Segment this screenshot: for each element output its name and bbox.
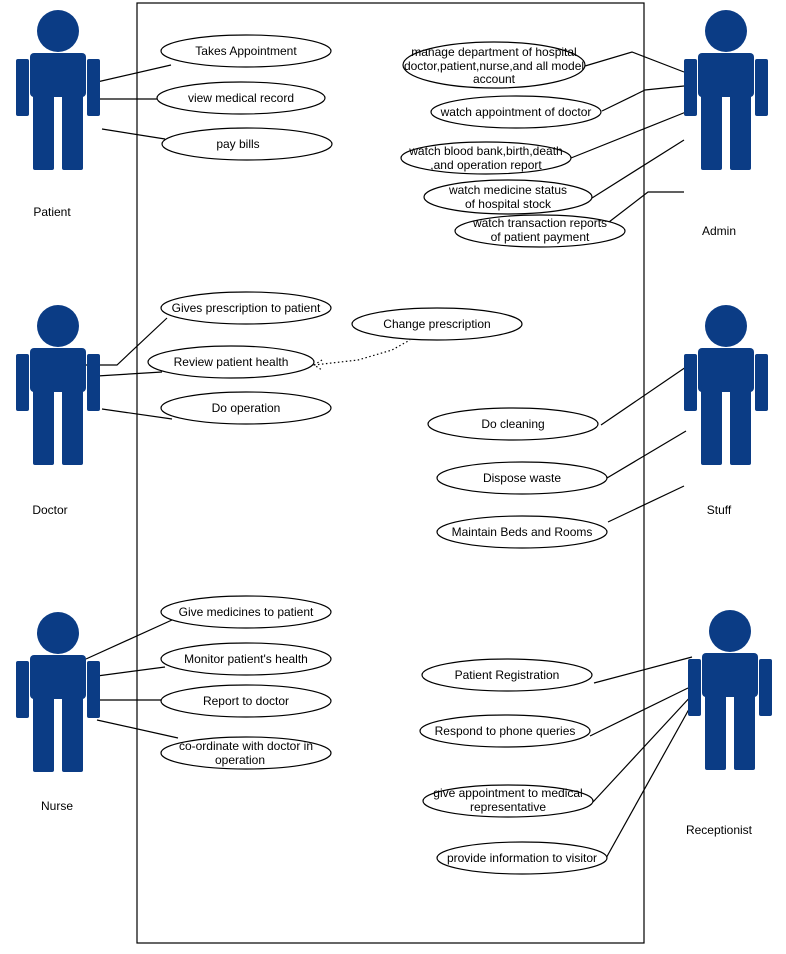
use-case-label-line: watch blood bank,birth,death — [408, 144, 562, 158]
use-case-change-prescription: Change prescription — [351, 307, 523, 341]
use-case-label-line: of patient payment — [491, 230, 590, 244]
assoc-nurse-monitor-health — [96, 666, 166, 677]
use-case-label: Give medicines to patient — [179, 605, 314, 619]
assoc-receptionist-registration — [593, 656, 693, 684]
actor-receptionist-figure — [688, 610, 772, 770]
use-case-label-line: give appointment to medical — [433, 786, 582, 800]
use-case-watch-appointment: watch appointment of doctor — [430, 95, 602, 129]
use-case-label-line: watch transaction reports — [472, 216, 607, 230]
use-case-label: Do cleaning — [481, 417, 544, 431]
use-case-label-line: doctor,patient,nurse,and all model — [404, 59, 584, 73]
assoc-receptionist-phone-queries — [589, 687, 689, 737]
actor-label-patient: Patient — [33, 205, 71, 219]
actor-label-nurse: Nurse — [41, 799, 73, 813]
use-case-respond-phone-queries: Respond to phone queries — [419, 714, 591, 748]
use-case-label: Monitor patient's health — [184, 652, 308, 666]
assoc-admin-watch-appointment — [601, 85, 685, 112]
use-case-view-medical-record: view medical record — [156, 81, 326, 115]
use-case-label-line: ,and operation report — [430, 158, 542, 172]
use-case-label: Dispose waste — [483, 471, 561, 485]
use-case-watch-transaction-reports: watch transaction reports of patient pay… — [454, 214, 626, 248]
use-case-report-to-doctor: Report to doctor — [160, 684, 332, 718]
actor-label-receptionist: Receptionist — [686, 823, 753, 837]
use-case-label: watch appointment of doctor — [440, 105, 592, 119]
extend-arrow-head — [312, 359, 323, 371]
actor-doctor-figure — [16, 305, 100, 465]
use-case-label-line: watch medicine status — [448, 183, 567, 197]
use-case-label: Patient Registration — [455, 668, 560, 682]
use-case-label: Maintain Beds and Rooms — [452, 525, 593, 539]
use-case-label: pay bills — [216, 137, 259, 151]
use-case-watch-blood-bank: watch blood bank,birth,death ,and operat… — [400, 141, 572, 175]
use-case-label: Respond to phone queries — [435, 724, 576, 738]
assoc-stuff-do-cleaning — [600, 366, 687, 426]
use-case-maintain-beds: Maintain Beds and Rooms — [436, 515, 608, 549]
assoc-patient-takes-appointment — [96, 64, 172, 83]
use-case-do-operation: Do operation — [160, 391, 332, 425]
assoc-admin-transaction-reports — [608, 191, 684, 223]
use-case-coordinate-operation: co-ordinate with doctor in operation — [160, 736, 332, 770]
use-case-label: provide information to visitor — [447, 851, 597, 865]
use-case-label-line: of hospital stock — [465, 197, 552, 211]
use-case-patient-registration: Patient Registration — [421, 658, 593, 692]
use-case-label: view medical record — [188, 91, 294, 105]
actor-nurse-figure — [16, 612, 100, 772]
assoc-receptionist-appointment-rep — [592, 693, 694, 803]
use-case-label-line: representative — [470, 800, 546, 814]
use-case-review-patient-health: Review patient health — [147, 345, 315, 379]
actor-label-admin: Admin — [702, 224, 736, 238]
actor-patient-figure — [16, 10, 100, 170]
assoc-patient-pay-bills — [101, 128, 166, 140]
use-case-appointment-representative: give appointment to medical representati… — [422, 784, 594, 818]
assoc-stuff-maintain-beds — [607, 485, 685, 523]
use-case-label-line: account — [473, 72, 516, 86]
use-case-watch-medicine-status: watch medicine status of hospital stock — [423, 179, 593, 215]
use-case-label: Gives prescription to patient — [172, 301, 321, 315]
actor-stuff-figure — [684, 305, 768, 465]
assoc-nurse-give-medicines — [85, 619, 173, 660]
actor-label-stuff: Stuff — [707, 503, 732, 517]
use-case-label: Takes Appointment — [195, 44, 297, 58]
use-case-gives-prescription: Gives prescription to patient — [160, 291, 332, 325]
use-case-label: Report to doctor — [203, 694, 289, 708]
use-case-label-line: operation — [215, 753, 265, 767]
assoc-admin-medicine-status — [591, 139, 685, 199]
use-case-give-medicines: Give medicines to patient — [160, 595, 332, 629]
use-case-label-line: co-ordinate with doctor in — [179, 739, 313, 753]
assoc-receptionist-provide-info — [604, 701, 694, 861]
use-case-label-line: manage department of hospital — [411, 45, 576, 59]
use-case-label: Do operation — [212, 401, 281, 415]
assoc-stuff-dispose-waste — [606, 430, 687, 479]
use-case-takes-appointment: Takes Appointment — [160, 34, 332, 68]
use-case-manage-department: manage department of hospital doctor,pat… — [402, 41, 586, 89]
use-case-monitor-health: Monitor patient's health — [160, 642, 332, 676]
assoc-nurse-coordinate — [96, 719, 179, 739]
assoc-doctor-do-operation — [101, 408, 173, 420]
use-case-provide-information: provide information to visitor — [436, 841, 608, 875]
use-case-label: Review patient health — [174, 355, 289, 369]
assoc-doctor-review-health — [96, 371, 163, 377]
actor-label-doctor: Doctor — [32, 503, 67, 517]
use-case-dispose-waste: Dispose waste — [436, 461, 608, 495]
assoc-admin-blood-bank — [570, 111, 687, 159]
assoc-admin-manage-department — [584, 51, 685, 73]
use-case-pay-bills: pay bills — [161, 127, 333, 161]
use-case-do-cleaning: Do cleaning — [427, 407, 599, 441]
use-case-label: Change prescription — [383, 317, 490, 331]
actor-admin-figure — [684, 10, 768, 170]
